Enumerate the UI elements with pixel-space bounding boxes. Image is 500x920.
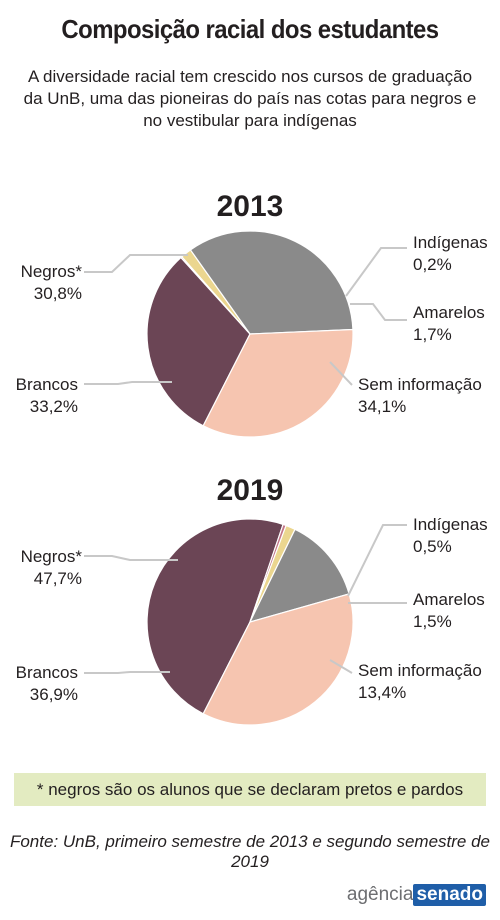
label-indigenas-2019: Indígenas [413,515,488,534]
value-brancos-2013: 33,2% [30,397,78,416]
label-brancos-2013: Brancos [16,375,78,394]
leader-line [347,524,407,597]
label-negros-2019: Negros* [21,547,83,566]
leader-line [345,247,407,297]
value-indigenas-2019: 0,5% [413,537,452,556]
pie-title-2019: 2019 [217,474,284,507]
logo-part-senado: senado [413,884,486,906]
label-brancos-2019: Brancos [16,663,78,682]
leader-lines-2013 [84,247,407,386]
pie-title-2013: 2013 [217,190,284,223]
value-indigenas-2013: 0,2% [413,255,452,274]
chart-subtitle: A diversidade racial tem crescido nos cu… [23,67,477,130]
value-brancos-2019: 36,9% [30,685,78,704]
leader-line [84,671,170,674]
pie-slice-sem-informação-2019 [248,528,350,623]
pie-2013 [146,230,354,438]
pie-slice-brancos-2013 [202,328,354,438]
pie-2019 [146,518,354,726]
value-sem-informacao-2013: 34,1% [358,397,406,416]
value-negros-2019: 47,7% [34,569,82,588]
source-credit: Fonte: UnB, primeiro semestre de 2013 e … [9,832,491,871]
leader-line [329,361,353,386]
chart-title: Composição racial dos estudantes [61,14,439,44]
value-sem-informacao-2019: 13,4% [358,683,406,702]
pie-slice-brancos-2019 [202,593,354,726]
pie-slice-negros-2019 [146,518,284,715]
logo-part-agencia: agência [346,884,414,905]
leader-lines-2019 [84,524,407,674]
label-amarelos-2013: Amarelos [413,303,485,322]
label-amarelos-2019: Amarelos [413,590,485,609]
leader-line [84,381,172,385]
pie-slice-sem-informação-2013 [189,230,354,335]
label-sem-informacao-2019: Sem informação [358,661,482,680]
leader-line [329,659,353,674]
leader-line [84,555,178,561]
leader-line [350,303,407,321]
leader-line [84,254,188,273]
footnote: * negros são os alunos que se declaram p… [14,773,486,806]
agencia-senado-logo: agência senado [347,884,486,906]
value-negros-2013: 30,8% [34,284,82,303]
label-indigenas-2013: Indígenas [413,233,488,252]
value-amarelos-2019: 1,5% [413,612,452,631]
label-sem-informacao-2013: Sem informação [358,375,482,394]
value-amarelos-2013: 1,7% [413,325,452,344]
label-negros-2013: Negros* [21,262,83,281]
